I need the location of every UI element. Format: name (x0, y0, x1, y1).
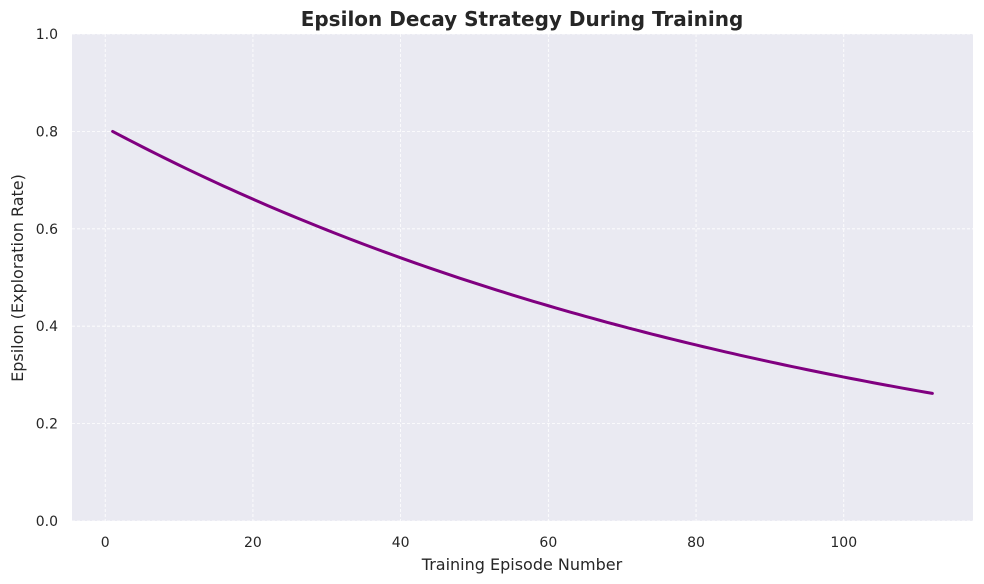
y-axis-label: Epsilon (Exploration Rate) (8, 174, 27, 382)
x-axis-label: Training Episode Number (421, 555, 623, 574)
x-tick-label: 40 (392, 535, 410, 551)
y-tick-label: 0.0 (36, 514, 58, 530)
x-tick-label: 60 (539, 535, 557, 551)
data-series (111, 129, 934, 395)
epsilon-line (111, 129, 934, 395)
grid-lines (72, 33, 973, 522)
y-axis-ticks: 0.0 0.2 0.4 0.6 0.8 1.0 (36, 27, 58, 530)
y-tick-label: 0.6 (36, 222, 58, 238)
x-tick-label: 20 (244, 535, 262, 551)
y-tick-label: 0.8 (36, 124, 58, 140)
x-tick-label: 80 (687, 535, 705, 551)
plot-area (72, 34, 973, 521)
y-tick-label: 0.2 (36, 417, 58, 433)
x-tick-label: 0 (101, 535, 110, 551)
y-tick-label: 0.4 (36, 319, 58, 335)
chart-title: Epsilon Decay Strategy During Training (301, 7, 744, 31)
x-axis-ticks: 0 20 40 60 80 100 (101, 535, 857, 551)
y-tick-label: 1.0 (36, 27, 58, 43)
x-tick-label: 100 (830, 535, 857, 551)
